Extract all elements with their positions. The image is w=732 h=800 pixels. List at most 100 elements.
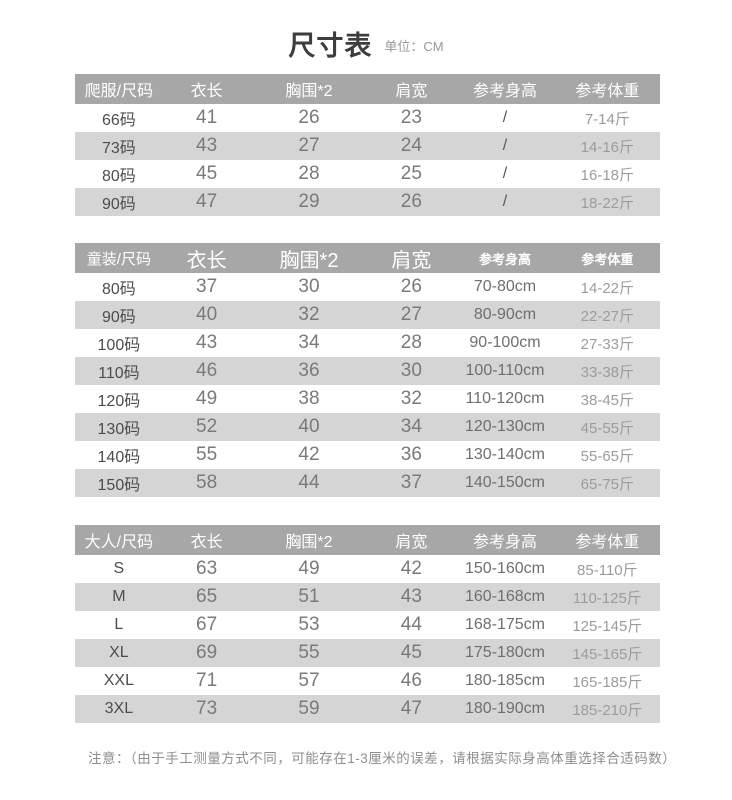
table-cell: 65-75斤: [580, 475, 635, 493]
table-cell: 43: [400, 586, 422, 607]
table-cell: 38: [298, 388, 320, 409]
table-cell: 180-185cm: [464, 672, 545, 689]
table-cell: 150码: [97, 477, 141, 494]
header-row: 大人/尺码 衣长 胸围*2 肩宽 参考身高 参考体重: [75, 525, 660, 555]
table-cell: 51: [298, 586, 320, 607]
header-row: 爬服/尺码 衣长 胸围*2 肩宽 参考身高 参考体重: [75, 74, 660, 104]
column-header: 童装/尺码: [75, 243, 163, 273]
table-cell: 80码: [101, 168, 136, 185]
table-row: 100码 43 34 28 90-100cm 27-33斤: [75, 329, 660, 357]
table-cell: 110-120cm: [465, 390, 545, 407]
table-cell: 73码: [101, 140, 136, 157]
table-cell: 145-165斤: [572, 645, 643, 663]
page-header: 尺寸表 单位：CM: [0, 0, 732, 74]
table-cell: 41: [196, 107, 218, 128]
table-cell: 49: [298, 558, 320, 579]
table-cell: 168-175cm: [464, 616, 545, 633]
table-cell: 90码: [101, 196, 136, 213]
column-header: 胸围*2: [250, 74, 368, 104]
table-cell: 110码: [98, 365, 140, 382]
table-cell: 44: [298, 472, 320, 493]
table-row: 120码 49 38 32 110-120cm 38-45斤: [75, 385, 660, 413]
table-cell: XXL: [103, 672, 134, 689]
table-cell: 45-55斤: [580, 419, 635, 437]
table-cell: 80码: [101, 281, 136, 298]
adult-size-table: 大人/尺码 衣长 胸围*2 肩宽 参考身高 参考体重 S 63 49 42 150-160cm 85-…: [75, 525, 660, 723]
table-cell: 67: [196, 614, 218, 635]
table-cell: 7-14斤: [584, 110, 630, 128]
table-cell: 40: [298, 416, 320, 437]
table-cell: 37: [400, 472, 422, 493]
table-cell: 58: [196, 472, 218, 493]
column-header: 肩宽: [367, 74, 456, 104]
table-row: 90码 47 29 26 / 18-22斤: [75, 188, 660, 216]
column-header: 参考体重: [554, 74, 660, 104]
table-cell: 42: [400, 558, 422, 579]
table-cell: 28: [298, 163, 320, 184]
table-cell: 130码: [97, 421, 141, 438]
table-cell: 29: [298, 191, 320, 212]
table-cell: 38-45斤: [580, 391, 635, 409]
table-cell: /: [502, 165, 508, 182]
table-cell: 85-110斤: [577, 561, 638, 579]
table-cell: 34: [298, 332, 320, 353]
table-row: XL 69 55 45 175-180cm 145-165斤: [75, 639, 660, 667]
table-cell: 30: [298, 276, 320, 297]
column-header: 胸围*2: [250, 525, 368, 555]
table-cell: 100-110cm: [465, 362, 545, 379]
table-cell: 43: [196, 332, 218, 353]
table-cell: 130-140cm: [464, 446, 545, 463]
table-row: M 65 51 43 160-168cm 110-125斤: [75, 583, 660, 611]
table-cell: 73: [196, 698, 218, 719]
column-header: 大人/尺码: [75, 525, 163, 555]
table-cell: 55-65斤: [580, 447, 635, 465]
table-cell: 69: [196, 642, 218, 663]
table-row: 66码 41 26 23 / 7-14斤: [75, 104, 660, 132]
table-cell: 27: [298, 135, 320, 156]
table-cell: 26: [400, 191, 422, 212]
column-header: 衣长: [162, 74, 251, 104]
table-cell: 34: [400, 416, 422, 437]
table-cell: L: [114, 616, 124, 633]
table-cell: 185-210斤: [572, 701, 643, 719]
column-header: 参考体重: [554, 243, 660, 273]
column-header: 肩宽: [367, 525, 456, 555]
column-header: 参考身高: [455, 74, 555, 104]
table-cell: /: [502, 193, 508, 210]
table-cell: 46: [196, 360, 218, 381]
table-row: 150码 58 44 37 140-150cm 65-75斤: [75, 469, 660, 497]
table-row: 80码 45 28 25 / 16-18斤: [75, 160, 660, 188]
table-cell: 45: [196, 163, 218, 184]
column-header: 衣长: [162, 243, 251, 273]
table-cell: 53: [298, 614, 320, 635]
table-row: XXL 71 57 46 180-185cm 165-185斤: [75, 667, 660, 695]
table-cell: 27: [400, 304, 422, 325]
table-cell: 66码: [101, 112, 136, 129]
table-row: 3XL 73 59 47 180-190cm 185-210斤: [75, 695, 660, 723]
table-cell: 16-18斤: [580, 166, 635, 184]
column-header: 胸围*2: [250, 243, 368, 273]
table-cell: 100码: [97, 337, 141, 354]
table-cell: 45: [400, 642, 422, 663]
table-cell: 160-168cm: [464, 588, 545, 605]
table-cell: 3XL: [104, 700, 134, 717]
table-cell: 36: [400, 444, 422, 465]
table-cell: 23: [400, 107, 422, 128]
table-cell: 44: [400, 614, 422, 635]
table-cell: /: [502, 109, 508, 126]
table-cell: 43: [196, 135, 218, 156]
table-cell: 46: [400, 670, 422, 691]
table-cell: 47: [400, 698, 422, 719]
table-cell: 25: [400, 163, 422, 184]
table-cell: 18-22斤: [580, 194, 635, 212]
table-cell: 26: [298, 107, 320, 128]
table-cell: 90-100cm: [469, 334, 541, 351]
table-cell: 140码: [97, 449, 141, 466]
table-cell: 59: [298, 698, 320, 719]
table-cell: 40: [196, 304, 218, 325]
table-cell: 110-125斤: [572, 589, 642, 607]
table-cell: 36: [298, 360, 320, 381]
table-cell: 125-145斤: [572, 617, 643, 635]
kids-size-table: 童装/尺码 衣长 胸围*2 肩宽 参考身高 参考体重 80码 37 30 26 70-80cm 14-…: [75, 243, 660, 497]
column-header: 参考身高: [455, 243, 555, 273]
